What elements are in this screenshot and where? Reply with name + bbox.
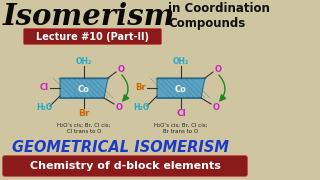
Text: in Coordination
Compounds: in Coordination Compounds [168, 2, 270, 30]
Text: H₂O’s cis; Br, Cl cis;: H₂O’s cis; Br, Cl cis; [154, 123, 208, 128]
Text: O: O [117, 66, 124, 75]
Text: Br: Br [136, 84, 146, 93]
Text: O: O [116, 102, 123, 111]
Text: Co: Co [78, 84, 90, 93]
Text: Cl trans to O: Cl trans to O [67, 129, 101, 134]
Text: Cl: Cl [39, 84, 49, 93]
Text: Cl: Cl [176, 109, 186, 118]
Polygon shape [157, 78, 205, 98]
Text: H₂O: H₂O [133, 103, 149, 112]
Text: O: O [212, 102, 220, 111]
Text: O: O [214, 66, 221, 75]
Polygon shape [60, 78, 108, 98]
Text: GEOMETRICAL ISOMERISM: GEOMETRICAL ISOMERISM [12, 140, 228, 155]
FancyBboxPatch shape [23, 28, 162, 44]
Text: OH₂: OH₂ [76, 57, 92, 66]
FancyBboxPatch shape [3, 156, 247, 177]
Text: Lecture #10 (Part-II): Lecture #10 (Part-II) [36, 32, 148, 42]
Text: Chemistry of d-block elements: Chemistry of d-block elements [29, 161, 220, 171]
Text: H₂O’s cis; Br, Cl cis;: H₂O’s cis; Br, Cl cis; [57, 123, 111, 128]
Text: Br trans to O: Br trans to O [164, 129, 199, 134]
Text: OH₂: OH₂ [173, 57, 189, 66]
Text: H₂O: H₂O [36, 103, 52, 112]
Text: Isomerism: Isomerism [3, 2, 175, 31]
Text: Br: Br [78, 109, 90, 118]
Text: Co: Co [175, 84, 187, 93]
